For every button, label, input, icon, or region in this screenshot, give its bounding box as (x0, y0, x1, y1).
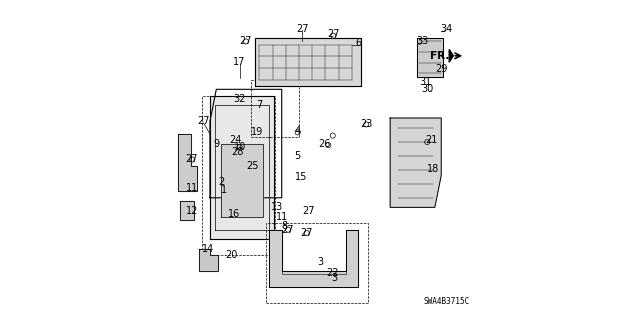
Text: 27: 27 (281, 225, 294, 235)
Polygon shape (199, 249, 218, 271)
Text: 25: 25 (246, 161, 259, 171)
Text: 26: 26 (319, 138, 331, 149)
Text: 34: 34 (440, 24, 452, 34)
Text: 11: 11 (186, 183, 198, 193)
Text: 5: 5 (294, 151, 301, 161)
Text: 27: 27 (296, 24, 308, 34)
Bar (202, 96, 275, 255)
Text: 27: 27 (303, 205, 315, 216)
Text: 15: 15 (295, 172, 308, 182)
Text: 3: 3 (317, 256, 323, 267)
Text: 22: 22 (326, 268, 339, 278)
Text: SWA4B3715C: SWA4B3715C (424, 297, 470, 306)
Polygon shape (210, 96, 274, 239)
Text: 9: 9 (213, 138, 220, 149)
Text: 29: 29 (435, 63, 447, 74)
Text: 4: 4 (294, 126, 301, 136)
Text: 6: 6 (355, 38, 362, 48)
Bar (252, 80, 300, 137)
Text: 31: 31 (420, 77, 432, 87)
Text: 20: 20 (225, 250, 237, 260)
Text: 24: 24 (229, 135, 242, 145)
Text: 13: 13 (271, 202, 283, 212)
Text: 32: 32 (234, 94, 246, 104)
Text: 23: 23 (360, 119, 372, 130)
Text: 16: 16 (228, 209, 241, 219)
Polygon shape (269, 230, 358, 287)
Polygon shape (449, 49, 453, 62)
Text: 27: 27 (327, 29, 340, 40)
Text: 10: 10 (234, 142, 246, 152)
Text: 27: 27 (240, 36, 252, 47)
Text: 28: 28 (231, 147, 243, 158)
Polygon shape (178, 134, 197, 191)
Text: 7: 7 (256, 100, 262, 110)
Text: 27: 27 (300, 228, 313, 238)
Text: 3: 3 (332, 272, 337, 283)
Polygon shape (390, 118, 441, 207)
Text: 21: 21 (426, 135, 438, 145)
Text: 18: 18 (427, 164, 440, 174)
Bar (266, 223, 368, 303)
Text: 27: 27 (186, 154, 198, 165)
Text: 11: 11 (276, 212, 288, 222)
Text: 19: 19 (251, 127, 263, 137)
Text: 27: 27 (197, 116, 210, 126)
Polygon shape (180, 201, 194, 220)
Polygon shape (255, 38, 362, 86)
Text: 2: 2 (218, 177, 224, 187)
Polygon shape (417, 38, 443, 77)
Text: 14: 14 (202, 244, 214, 254)
Text: 33: 33 (416, 36, 428, 47)
Polygon shape (221, 144, 262, 217)
Text: 30: 30 (422, 84, 434, 94)
Text: 8: 8 (282, 221, 288, 232)
Text: 17: 17 (234, 57, 246, 67)
Text: FR.: FR. (430, 51, 449, 61)
Text: 1: 1 (221, 185, 227, 195)
Text: 12: 12 (186, 205, 198, 216)
